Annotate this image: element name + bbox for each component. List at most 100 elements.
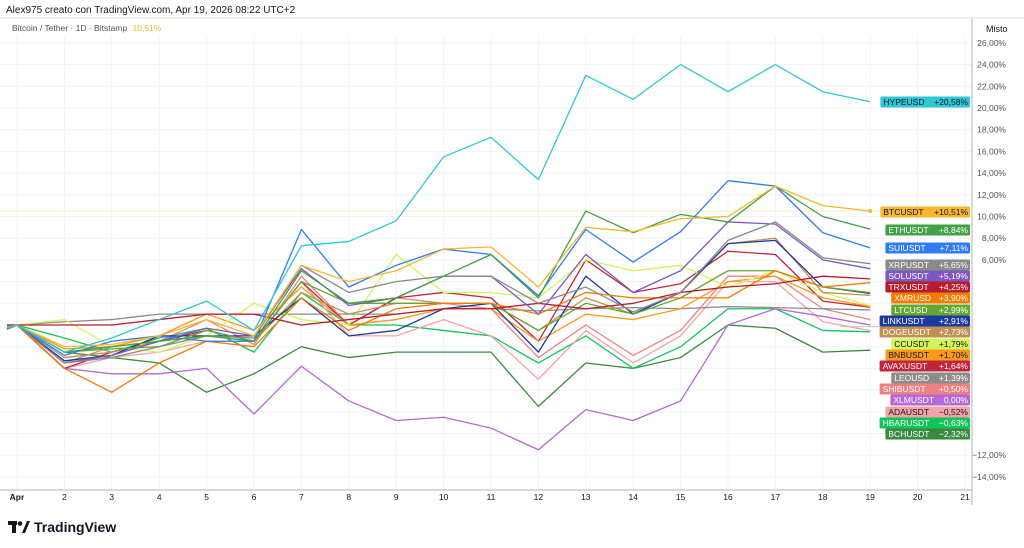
series-name-label: CCUSDT: [894, 339, 929, 349]
symbol-change: 10,51%: [132, 23, 162, 33]
series-value-label: +8,84%: [939, 225, 969, 235]
symbol-description: Bitcoin / Tether · 1D · Bitstamp: [12, 23, 128, 33]
series-value-label: +2,91%: [939, 316, 969, 326]
x-tick-label: 14: [628, 492, 638, 502]
x-tick-label: 11: [487, 492, 496, 502]
series-label-bg: [885, 281, 970, 293]
x-tick-label: 18: [818, 492, 828, 502]
x-tick-label: 4: [157, 492, 162, 502]
series-name-label: LINKUSDT: [883, 316, 925, 326]
series-label-bg: [891, 338, 970, 350]
x-tick-label: 8: [346, 492, 351, 502]
series-label-bg: [885, 224, 970, 236]
x-tick-label: 5: [204, 492, 209, 502]
series-name-label: SOLUSDT: [888, 271, 928, 281]
series-label-bg: [885, 428, 970, 440]
series-line-hypeusd: [6, 63, 871, 353]
x-tick-label: Apr: [10, 492, 25, 502]
series-value-label: −2,32%: [939, 429, 969, 439]
series-line-adausdt: [6, 280, 871, 380]
series-value-label: −0,63%: [939, 418, 969, 428]
series-name-label: SHIBUSDT: [883, 384, 926, 394]
x-tick-label: 17: [771, 492, 781, 502]
y-tick-label: 20,00%: [977, 103, 1006, 113]
series-label-bg: [891, 292, 970, 304]
series-value-label: +20,58%: [934, 97, 968, 107]
series-line-trxusdt: [7, 275, 871, 326]
symbol-legend[interactable]: Bitcoin / Tether · 1D · Bitstamp 10,51%: [12, 23, 161, 33]
x-tick-label: 10: [439, 492, 449, 502]
series-line-bnbusdt: [6, 275, 871, 350]
series-name-label: SUIUSDT: [888, 243, 925, 253]
x-tick-label: 15: [676, 492, 686, 502]
series-name-label: XLMUSDT: [893, 395, 934, 405]
tradingview-logo: TradingView: [8, 519, 116, 535]
x-tick-label: 7: [299, 492, 304, 502]
series-value-label: +4,25%: [939, 282, 969, 292]
series-name-label: LTCUSD: [894, 305, 927, 315]
series-line-ccusdt: [6, 253, 871, 353]
series-name-label: XRPUSDT: [888, 260, 929, 270]
series-value-label: +10,51%: [934, 207, 968, 217]
x-tick-label: 3: [109, 492, 114, 502]
series-value-label: +7,11%: [940, 243, 969, 253]
series-label-bg: [885, 349, 970, 361]
series-label-bg: [879, 383, 970, 395]
series-line-xlmusdt: [6, 308, 871, 451]
series-label-bg: [885, 406, 970, 418]
series-line-btcusdt: [6, 185, 871, 348]
y-tick-label: −14,00%: [972, 472, 1006, 482]
y-tick-label: 8,00%: [982, 233, 1007, 243]
y-tick-label: 14,00%: [977, 168, 1006, 178]
series-value-label: +1,79%: [939, 339, 969, 349]
series-label-bg: [879, 326, 970, 338]
series-label-bg: [880, 206, 970, 218]
series-name-label: HYPEUSD: [883, 97, 924, 107]
series-value-label: +2,73%: [939, 327, 969, 337]
series-name-label: ETHUSDT: [888, 225, 928, 235]
x-tick-label: 19: [865, 492, 875, 502]
chart-header: Alex975 creato con TradingView.com, Apr …: [6, 5, 296, 16]
scale-mode-label[interactable]: Misto: [986, 24, 1008, 34]
y-tick-label: 12,00%: [977, 190, 1006, 200]
series-value-label: +5,65%: [939, 260, 969, 270]
series-value-label: +0,50%: [939, 384, 969, 394]
series-label-bg: [879, 315, 970, 327]
x-tick-label: 16: [723, 492, 733, 502]
series-label-bg: [890, 394, 970, 406]
series-value-label: +1,70%: [939, 350, 969, 360]
y-tick-label: 18,00%: [977, 125, 1006, 135]
series-line-xrpusdt: [6, 221, 871, 364]
series-line-ltcusd: [6, 270, 871, 353]
x-tick-label: 12: [534, 492, 544, 502]
series-value-label: +1,64%: [939, 361, 969, 371]
x-tick-label: 6: [252, 492, 257, 502]
series-line-suiusdt: [6, 180, 871, 357]
tradingview-logo-icon: [8, 521, 30, 533]
series-name-label: XMRUSD: [894, 293, 931, 303]
series-label-bg: [885, 270, 970, 282]
series-label-bg: [891, 372, 970, 384]
series-line-linkusdt: [6, 239, 871, 362]
series-label-bg: [879, 417, 970, 429]
series-label-bg: [885, 259, 970, 271]
series-value-label: 0,00%: [944, 395, 969, 405]
series-value-label: +1,39%: [939, 373, 969, 383]
series-line-ethusdt: [6, 185, 871, 353]
y-tick-label: 10,00%: [977, 212, 1006, 222]
series-name-label: AVAXUSDT: [883, 361, 928, 371]
y-tick-label: 16,00%: [977, 146, 1006, 156]
y-tick-label: 24,00%: [977, 60, 1006, 70]
x-tick-label: 9: [394, 492, 399, 502]
series-label-bg: [885, 242, 970, 254]
series-name-label: BTCUSDT: [883, 207, 923, 217]
y-tick-label: −12,00%: [972, 450, 1006, 460]
series-name-label: BCHUSDT: [888, 429, 929, 439]
btc-last-point: [868, 208, 873, 213]
series-line-xmrusd: [6, 270, 871, 393]
x-tick-label: 21: [960, 492, 970, 502]
series-name-label: LEOUSD: [894, 373, 929, 383]
x-tick-label: 2: [62, 492, 67, 502]
series-value-label: +3,90%: [939, 293, 969, 303]
